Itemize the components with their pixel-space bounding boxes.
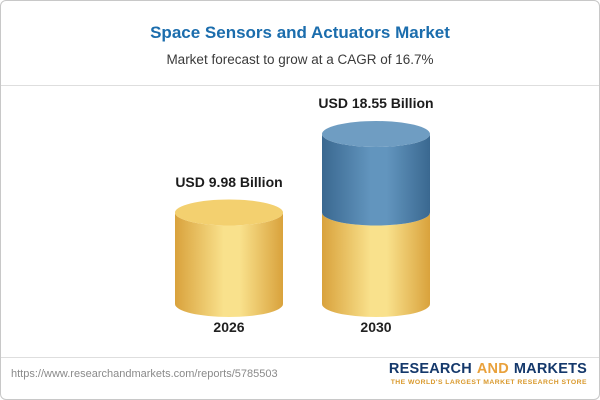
header-divider (1, 85, 599, 86)
value-label-2026: USD 9.98 Billion (175, 173, 283, 190)
brand-logo: RESEARCH AND MARKETS THE WORLD'S LARGEST… (389, 361, 587, 386)
logo-word-research: RESEARCH (388, 361, 472, 377)
chart-subtitle: Market forecast to grow at a CAGR of 16.… (166, 52, 434, 67)
category-label-2026: 2026 (213, 319, 245, 335)
value-label-2030: USD 18.55 Billion (318, 95, 434, 111)
logo-word-and: AND (476, 361, 509, 377)
category-label-2030: 2030 (360, 319, 392, 335)
logo-word-markets: MARKETS (513, 361, 587, 377)
brand-logo-name: RESEARCH AND MARKETS (389, 361, 587, 377)
footer-divider (1, 357, 599, 358)
brand-tagline: THE WORLD'S LARGEST MARKET RESEARCH STOR… (390, 379, 587, 386)
chart-title: Space Sensors and Actuators Market (150, 23, 450, 42)
report-url-link[interactable]: https://www.researchandmarkets.com/repor… (11, 368, 278, 380)
